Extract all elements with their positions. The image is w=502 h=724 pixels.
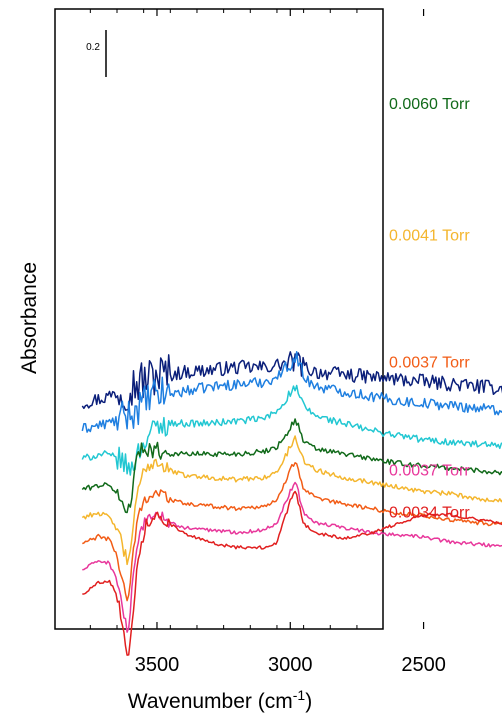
x-axis: 35003000250020001500 [89,9,446,676]
scale-bar-label: 0.2 [86,42,100,53]
trace-7 [82,481,502,633]
absorbance-scale-bar: 0.2 [86,30,107,77]
x-tick-label: 2500 [401,654,446,676]
legend-label-5: 0.0041 Torr [389,227,470,244]
legend-label-6: 0.0037 Torr [389,354,470,371]
trace-2 [81,351,502,433]
legend-label-7: 0.0037 Torr [389,462,470,479]
x-axis-title-close: ) [305,690,312,713]
plot-frame [54,8,384,630]
legend-label-4: 0.0060 Torr [389,96,470,113]
y-axis-title: Absorbance [18,262,41,374]
trace-6 [82,462,502,602]
trace-3 [81,384,502,476]
x-axis-title: Wavenumber (cm-1) [128,687,312,713]
x-tick-label: 3500 [135,654,180,676]
x-axis-title-superscript: -1 [293,687,306,703]
trace-4 [81,418,502,514]
spectra-traces [81,351,502,656]
legend-label-8: 0.0034 Torr [389,505,470,522]
x-axis-title-main: Wavenumber (cm [128,690,293,713]
trace-1 [81,351,502,411]
x-tick-label: 3000 [268,654,313,676]
trace-5 [81,435,502,566]
trace-8 [82,490,502,656]
